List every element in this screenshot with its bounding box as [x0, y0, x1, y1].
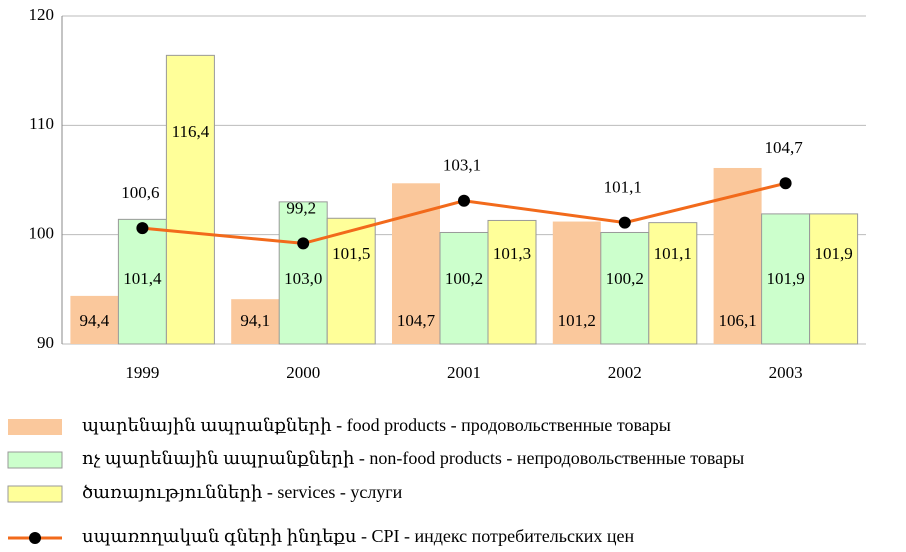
- bar: [165, 54, 215, 345]
- legend-label: ոչ պարենային ապրանքների - non-food produ…: [82, 448, 744, 468]
- data-label: 101,2: [558, 311, 596, 330]
- bar: [600, 231, 650, 345]
- data-label: 99,2: [286, 198, 316, 217]
- bar: [117, 218, 167, 345]
- x-tick-label: 2001: [447, 363, 481, 382]
- data-label: 100,6: [121, 183, 159, 202]
- data-label: 101,1: [654, 244, 692, 263]
- marker: [779, 177, 792, 190]
- data-label: 101,4: [123, 269, 162, 288]
- y-tick-label: 120: [29, 5, 55, 24]
- data-label: 104,7: [397, 311, 436, 330]
- data-label: 104,7: [764, 138, 803, 157]
- x-tick-label: 2002: [608, 363, 642, 382]
- bar: [439, 231, 489, 345]
- legend-swatch: [7, 451, 63, 469]
- legend-swatch: [8, 419, 62, 435]
- data-label: 100,2: [606, 269, 644, 288]
- data-label: 101,3: [493, 244, 531, 263]
- bar: [648, 222, 698, 345]
- marker: [458, 194, 470, 207]
- data-label: 101,1: [604, 178, 642, 197]
- bar: [552, 221, 601, 344]
- legend-label: պարենային ապրանքների - food products - п…: [82, 415, 671, 435]
- bar: [278, 201, 328, 345]
- marker: [136, 222, 149, 235]
- data-label: 94,4: [80, 311, 110, 330]
- x-tick-label: 2003: [769, 363, 803, 382]
- legend-label: ծառայությունների - services - услуги: [82, 482, 403, 502]
- data-label: 101,9: [766, 269, 804, 288]
- bar: [231, 299, 280, 344]
- bar: [326, 217, 376, 345]
- bar: [487, 219, 537, 345]
- bar: [761, 213, 811, 345]
- marker: [297, 237, 310, 250]
- y-tick-label: 100: [29, 224, 55, 243]
- y-tick-label: 90: [37, 333, 54, 352]
- data-label: 106,1: [718, 311, 756, 330]
- legend-marker: [29, 532, 41, 544]
- bar: [70, 295, 119, 344]
- y-tick-label: 110: [29, 114, 54, 133]
- bar: [809, 213, 859, 345]
- data-label: 103,0: [284, 269, 322, 288]
- legend-label: սպառողական գների ինդեքս - CPI - индекс п…: [82, 526, 634, 546]
- data-label: 103,1: [443, 156, 481, 175]
- legend-swatch: [7, 485, 63, 503]
- data-label: 100,2: [445, 269, 483, 288]
- data-label: 101,9: [814, 244, 852, 263]
- x-tick-label: 1999: [125, 363, 159, 382]
- marker: [618, 216, 631, 229]
- data-label: 101,5: [332, 244, 370, 263]
- x-tick-label: 2000: [286, 363, 320, 382]
- data-label: 116,4: [172, 122, 210, 141]
- data-label: 94,1: [240, 311, 270, 330]
- bar: [713, 167, 762, 344]
